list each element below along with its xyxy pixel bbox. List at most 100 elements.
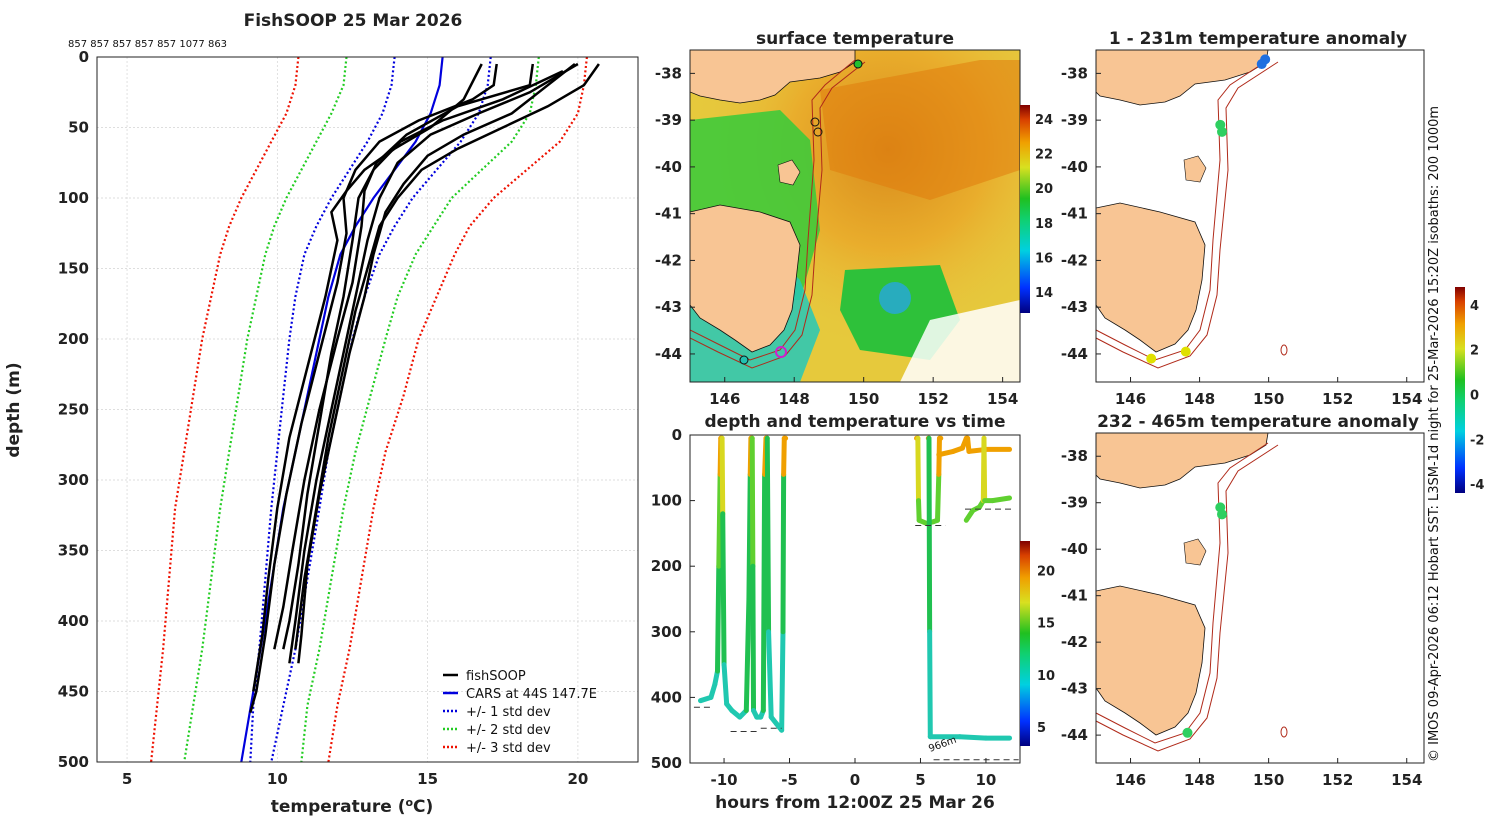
anomaly-deep-land-flinders xyxy=(1183,538,1207,566)
map-x-tick-label: 146 xyxy=(709,390,740,408)
cast-segment xyxy=(981,435,988,504)
map-y-tick-label: -38 xyxy=(1061,447,1088,465)
depth-time-panel: depth and temperature vs time -10 -5 0 5 100… xyxy=(651,412,1055,813)
y-tick-label: 400 xyxy=(651,688,682,706)
profile-panel: FishSOOP 25 Mar 2026 857 857 857 857 857… xyxy=(4,11,639,817)
colorbar-tick-label: -2 xyxy=(1470,433,1484,448)
colorbar-tick-label: 15 xyxy=(1037,617,1055,632)
map-y-tick-label: -44 xyxy=(1061,726,1088,744)
cast-segment xyxy=(720,511,727,668)
colorbar-tick-label: 2 xyxy=(1470,344,1479,359)
sst-cold-core xyxy=(879,282,911,314)
colorbar-tick-label: 0 xyxy=(1470,388,1479,403)
series--3-std xyxy=(150,57,300,762)
anomaly-shallow-points xyxy=(1146,54,1271,364)
fishsoop-profile-2 xyxy=(297,63,576,664)
cast-segment xyxy=(715,563,722,674)
anomaly-shallow-isobath-1000 xyxy=(1096,61,1279,369)
sst-station xyxy=(813,127,823,137)
profile-top-annotation: 857 857 857 857 857 1077 863 xyxy=(68,39,227,50)
cast-segment xyxy=(716,471,723,569)
y-tick-label: 150 xyxy=(58,260,89,278)
cast-segment xyxy=(749,435,756,569)
legend-label-2std: +/- 2 std dev xyxy=(466,723,551,738)
colorbar-tick-label: -4 xyxy=(1470,478,1484,493)
cast-segment xyxy=(935,471,942,523)
legend-label-cars: CARS at 44S 147.7E xyxy=(466,687,597,702)
anomaly-shallow-map xyxy=(1096,50,1424,382)
cast-segment xyxy=(750,563,757,714)
legend-label-1std: +/- 1 std dev xyxy=(466,705,551,720)
map-x-tick-label: 148 xyxy=(1184,390,1215,408)
map-y-tick-label: -38 xyxy=(655,64,682,82)
profile-axes-frame xyxy=(96,56,639,763)
x-tick-label: 0 xyxy=(850,771,860,789)
anomaly-colorbar-ticks: 4 2 0 -2 -4 xyxy=(1470,299,1484,493)
map-y-tick-label: -42 xyxy=(1061,251,1088,269)
profile-series xyxy=(150,57,600,762)
cast-segment xyxy=(760,471,768,714)
colorbar-tick-label: 4 xyxy=(1470,299,1479,314)
anomaly-deep-land-tasmania xyxy=(1096,585,1206,736)
fishsoop-profile-3 xyxy=(288,62,579,664)
colorbar-tick-label: 10 xyxy=(1037,669,1055,684)
anomaly-shallow-panel: 1 - 231m temperature anomaly 146 148 150 15… xyxy=(1061,29,1485,493)
anomaly-point xyxy=(1180,346,1191,357)
cast-segment xyxy=(764,435,772,635)
y-tick-label: 500 xyxy=(58,753,89,771)
series--3-std xyxy=(327,57,588,762)
anomaly-shallow-land-tasmania xyxy=(1096,202,1206,353)
fishsoop-profile-6 xyxy=(249,63,498,713)
anomaly-deep-seamount xyxy=(1280,726,1288,738)
anomaly-point xyxy=(1217,126,1228,137)
anomaly-deep-isobath-1000 xyxy=(1096,444,1279,752)
cast-segment xyxy=(780,471,787,635)
x-tick-label: 10 xyxy=(267,770,288,788)
y-tick-label: 0 xyxy=(79,48,89,66)
fishsoop-profile-1 xyxy=(294,63,600,650)
map-y-tick-label: -38 xyxy=(1061,64,1088,82)
map-y-tick-label: -41 xyxy=(1061,587,1088,605)
cast-segment xyxy=(743,596,752,714)
sst-colorbar-ticks: 24 22 20 18 16 14 xyxy=(1035,113,1053,301)
map-y-tick-label: -39 xyxy=(1061,111,1088,129)
anomaly-shallow-seamount xyxy=(1280,344,1288,356)
depth-time-colorbar xyxy=(1020,541,1030,746)
y-tick-label: 100 xyxy=(651,492,682,510)
map-y-tick-label: -39 xyxy=(655,111,682,129)
colorbar-tick-label: 24 xyxy=(1035,113,1053,128)
profile-title: FishSOOP 25 Mar 2026 xyxy=(244,11,463,31)
side-caption: © IMOS 09-Apr-2026 06:12 Hobart SST: L3S… xyxy=(1427,106,1442,762)
y-tick-label: 0 xyxy=(672,426,682,444)
cast-segment xyxy=(779,629,786,733)
profile-legend: fishSOOP CARS at 44S 147.7E +/- 1 std de… xyxy=(443,669,597,756)
map-x-tick-label: 148 xyxy=(1184,771,1215,789)
map-y-tick-label: -44 xyxy=(1061,345,1088,363)
series--2-std xyxy=(300,57,540,762)
map-y-tick-label: -39 xyxy=(1061,494,1088,512)
x-tick-label: -10 xyxy=(710,771,737,789)
map-y-tick-label: -41 xyxy=(1061,205,1088,223)
map-x-tick-label: 150 xyxy=(1253,771,1284,789)
x-tick-label: 5 xyxy=(915,771,925,789)
map-x-tick-label: 150 xyxy=(1253,390,1284,408)
depth-time-series xyxy=(693,435,1019,761)
fishsoop-profile-4 xyxy=(282,69,564,650)
sst-land-flinders xyxy=(777,159,801,186)
sst-title: surface temperature xyxy=(756,29,954,49)
anomaly-deep-ticks: 146 148 150 152 154 -38 -39 -40 -41 -42 -43 -44 xyxy=(1061,447,1423,789)
sst-station xyxy=(853,59,863,69)
map-x-tick-label: 148 xyxy=(779,390,810,408)
sst-colorbar xyxy=(1020,105,1030,313)
sst-warm-core xyxy=(820,60,1020,200)
x-tick-label: 10 xyxy=(976,771,997,789)
anomaly-deep-map xyxy=(1096,433,1424,763)
colorbar-tick-label: 20 xyxy=(1037,564,1055,579)
cast-segment xyxy=(957,734,989,741)
map-x-tick-label: 152 xyxy=(1322,390,1353,408)
sst-cloud-gap xyxy=(900,300,1020,382)
anomaly-deep-isobath-200 xyxy=(1096,442,1269,744)
cast-segment xyxy=(915,435,922,504)
map-y-tick-label: -44 xyxy=(655,345,682,363)
map-x-tick-label: 154 xyxy=(987,390,1018,408)
